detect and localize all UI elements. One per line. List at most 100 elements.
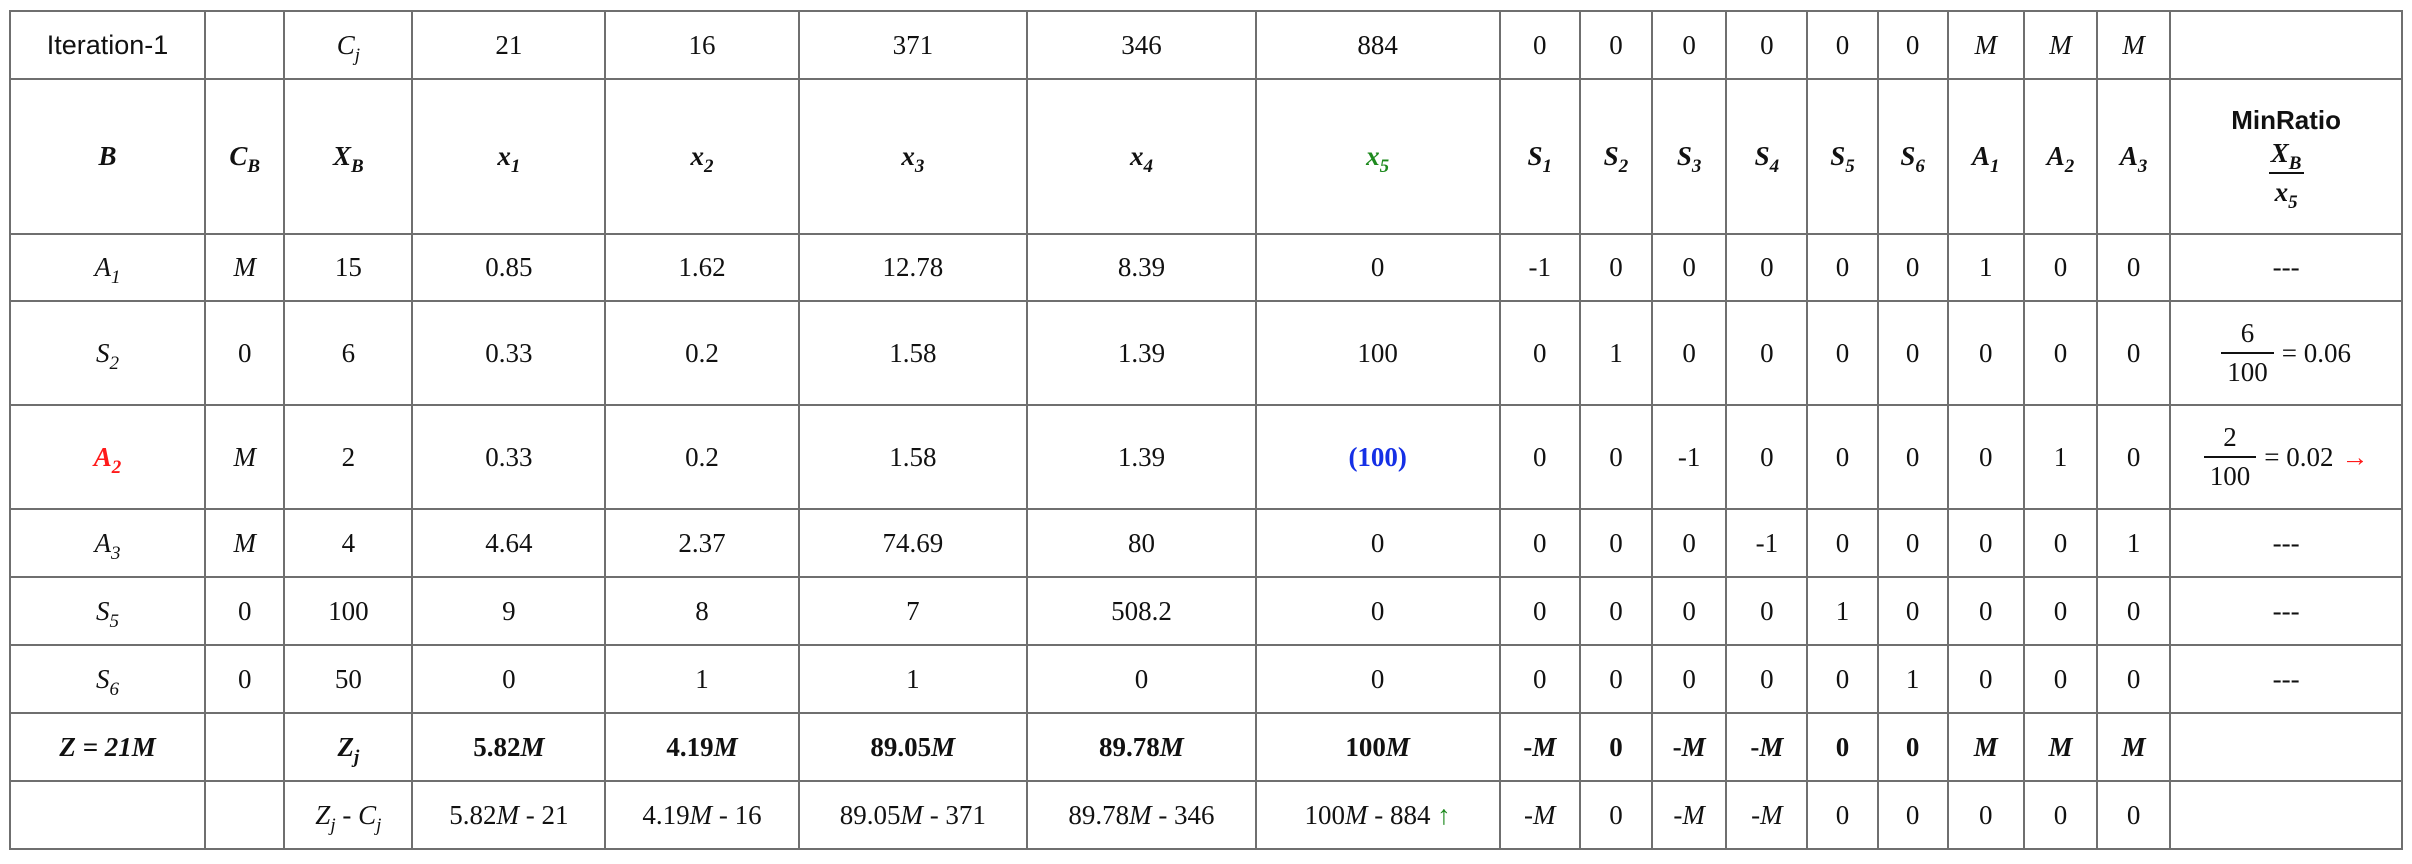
table-cell: 2.37 <box>604 508 800 578</box>
table-cell: 8.39 <box>1026 233 1257 302</box>
cb-cell: 0 <box>204 576 286 646</box>
basis-cell: S6 <box>8 644 207 714</box>
ratio-cell: --- <box>2169 644 2403 714</box>
table-row: S5 0 100 9 8 7 508.2 0 0 0 0 0 1 0 0 0 0… <box>8 576 2403 646</box>
cj-value: 0 <box>1806 10 1879 80</box>
table-cell: 0 <box>2096 644 2172 714</box>
min-ratio-label: MinRatio <box>2231 104 2341 135</box>
zj-cell: 89.05M <box>797 712 1029 782</box>
table-cell: 4.64 <box>411 508 607 578</box>
cj-row: Iteration-1 Cj 21 16 371 346 884 0 0 0 0… <box>8 10 2403 80</box>
zj-cell: 0 <box>1578 712 1654 782</box>
table-cell: 0 <box>1946 644 2025 714</box>
zj-cell: 0 <box>1806 712 1879 782</box>
ratio-fraction: 6 100 <box>2221 318 2274 388</box>
empty-cell <box>2169 780 2403 850</box>
cb-cell: 0 <box>204 300 286 406</box>
table-cell: 0.33 <box>411 404 607 510</box>
table-cell: 1.62 <box>604 233 800 302</box>
var-header-s2: S2 <box>1578 78 1654 235</box>
table-cell: 1 <box>1876 644 1949 714</box>
cj-value: 371 <box>797 10 1029 80</box>
table-cell: 1 <box>797 644 1029 714</box>
table-cell: 0 <box>1725 404 1809 510</box>
cb-cell: 0 <box>204 644 286 714</box>
table-cell: 0 <box>1498 300 1581 406</box>
empty-cell <box>2169 712 2403 782</box>
ratio-cell: --- <box>2169 233 2403 302</box>
var-header-x5-entering: x5 <box>1254 78 1501 235</box>
xb-cell: 6 <box>283 300 414 406</box>
table-cell: 1 <box>2022 404 2099 510</box>
cj-value: 0 <box>1725 10 1809 80</box>
empty-cell <box>204 10 286 80</box>
table-cell: 1.58 <box>797 404 1029 510</box>
var-header-s1: S1 <box>1498 78 1581 235</box>
table-cell: 0 <box>1254 233 1501 302</box>
zj-cell: 5.82M <box>411 712 607 782</box>
var-header-s6: S6 <box>1876 78 1949 235</box>
table-cell: 0 <box>1578 644 1654 714</box>
zj-cj-cell: 89.78M - 346 <box>1026 780 1257 850</box>
var-header-x2: x2 <box>604 78 800 235</box>
table-cell: -1 <box>1651 404 1728 510</box>
cj-label: Cj <box>283 10 414 80</box>
table-cell: 0.85 <box>411 233 607 302</box>
table-cell: 0.2 <box>604 300 800 406</box>
basis-header: B <box>8 78 207 235</box>
table-cell: 0 <box>2022 576 2099 646</box>
var-header-s4: S4 <box>1725 78 1809 235</box>
zj-cell: 0 <box>1876 712 1949 782</box>
ratio-result: = 0.06 <box>2281 337 2351 368</box>
table-cell: 0 <box>1806 233 1879 302</box>
table-cell: 9 <box>411 576 607 646</box>
table-cell: 0 <box>2096 233 2172 302</box>
table-cell: 0 <box>1254 576 1501 646</box>
zj-cj-cell: 5.82M - 21 <box>411 780 607 850</box>
basis-cell: A1 <box>8 233 207 302</box>
simplex-tableau: Iteration-1 Cj 21 16 371 346 884 0 0 0 0… <box>8 10 2403 850</box>
table-cell: 0 <box>1498 404 1581 510</box>
table-cell: 0 <box>1578 576 1654 646</box>
table-cell: 0 <box>2096 404 2172 510</box>
table-cell: 0 <box>1254 508 1501 578</box>
zj-cj-cell: 0 <box>1946 780 2025 850</box>
table-cell: 1 <box>1578 300 1654 406</box>
table-cell: 8 <box>604 576 800 646</box>
empty-cell <box>2169 10 2403 80</box>
ratio-result: = 0.02 <box>2264 441 2334 472</box>
xb-cell: 50 <box>283 644 414 714</box>
cj-value: M <box>2022 10 2099 80</box>
zj-cell: 89.78M <box>1026 712 1257 782</box>
table-cell: 0 <box>1876 404 1949 510</box>
table-cell: -1 <box>1498 233 1581 302</box>
header-row: B CB XB x1 x2 x3 x4 x5 S1 S2 S3 S4 S5 S6… <box>8 78 2403 235</box>
var-header-x3: x3 <box>797 78 1029 235</box>
cj-value: 0 <box>1876 10 1949 80</box>
xb-cell: 100 <box>283 576 414 646</box>
zj-cj-row: Zj - Cj 5.82M - 21 4.19M - 16 89.05M - 3… <box>8 780 2403 850</box>
table-cell: 0 <box>1725 300 1809 406</box>
basis-cell: A3 <box>8 508 207 578</box>
table-cell: 0 <box>1806 644 1879 714</box>
xb-cell: 15 <box>283 233 414 302</box>
zj-cell: 100M <box>1254 712 1501 782</box>
zj-cell: M <box>1946 712 2025 782</box>
table-cell: 508.2 <box>1026 576 1257 646</box>
zj-cj-cell: 0 <box>1876 780 1949 850</box>
table-cell: 0 <box>1806 300 1879 406</box>
cb-cell: M <box>204 233 286 302</box>
cb-cell: M <box>204 508 286 578</box>
table-cell: 1 <box>604 644 800 714</box>
table-cell: 0 <box>1498 508 1581 578</box>
table-row-leaving: A2 M 2 0.33 0.2 1.58 1.39 (100) 0 0 -1 0… <box>8 404 2403 510</box>
table-cell: 0 <box>1806 404 1879 510</box>
table-cell: 0 <box>1876 300 1949 406</box>
table-cell: 74.69 <box>797 508 1029 578</box>
cb-header: CB <box>204 78 286 235</box>
ratio-cell: 2 100 = 0.02 → <box>2169 404 2403 510</box>
zj-cj-cell: 0 <box>2022 780 2099 850</box>
table-cell: 0 <box>1876 508 1949 578</box>
zj-cell: 4.19M <box>604 712 800 782</box>
table-cell: 0 <box>411 644 607 714</box>
